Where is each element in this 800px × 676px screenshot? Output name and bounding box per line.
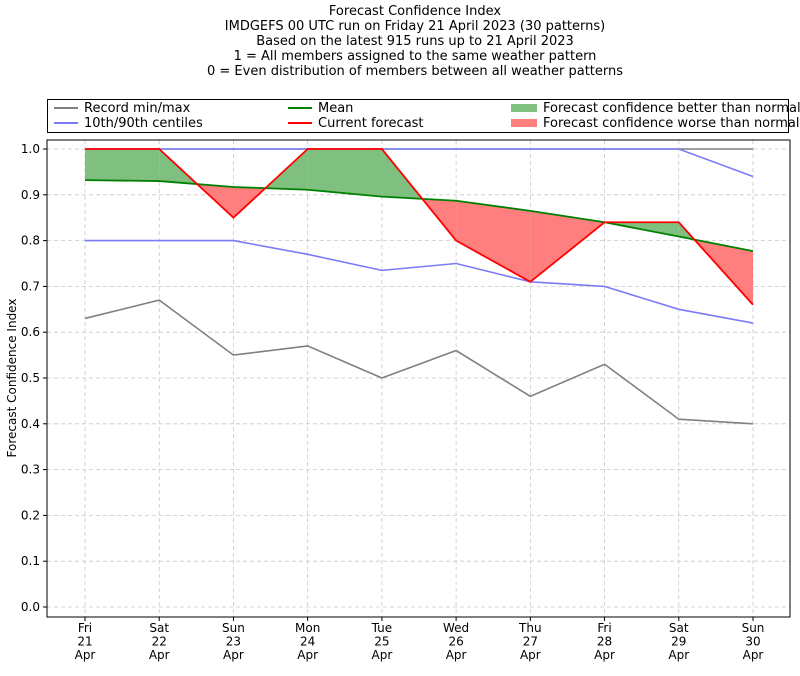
- fill-worse-than-normal: [530, 210, 605, 282]
- x-tick-label: Sat 29 Apr: [668, 621, 689, 662]
- legend-label-worse: Forecast confidence worse than normal: [543, 116, 800, 131]
- x-tick-label: Mon 24 Apr: [295, 621, 320, 662]
- legend-item-worse: Forecast confidence worse than normal: [511, 116, 800, 132]
- legend-label-centiles: 10th/90th centiles: [84, 116, 203, 131]
- subtitle-line-2: Based on the latest 915 runs up to 21 Ap…: [256, 34, 574, 49]
- legend-label-current: Current forecast: [318, 116, 424, 131]
- y-tick-label: 0.2: [21, 508, 40, 522]
- y-axis-label: Forecast Confidence Index: [5, 299, 19, 458]
- chart-titles: Forecast Confidence Index IMDGEFS 00 UTC…: [0, 4, 800, 79]
- chart-title: Forecast Confidence Index: [328, 4, 502, 19]
- series-lines: [84, 148, 754, 425]
- y-tick-label: 0.9: [21, 188, 40, 202]
- fill-better-than-normal: [307, 149, 382, 197]
- y-tick-label: 1.0: [21, 142, 40, 156]
- x-tick-label: Sun 30 Apr: [742, 621, 765, 662]
- legend-item-record: Record min/max: [54, 101, 190, 117]
- y-tick-label: 0.5: [21, 371, 40, 385]
- x-tick-label: Tue 25 Apr: [371, 621, 393, 662]
- y-tick-label: 0.3: [21, 463, 40, 477]
- x-tick-label: Thu 27 Apr: [518, 621, 542, 662]
- x-tick-label: Wed 26 Apr: [443, 621, 469, 662]
- legend-item-centiles: 10th/90th centiles: [54, 116, 203, 132]
- legend-item-current: Current forecast: [288, 116, 424, 132]
- series-line-record-min: [84, 299, 754, 425]
- legend-swatch-current: [288, 121, 312, 124]
- legend-swatch-worse: [511, 118, 537, 127]
- y-tick-label: 0.4: [21, 417, 40, 431]
- series-line-current: [85, 148, 754, 306]
- x-tick-label: Fri 28 Apr: [594, 621, 615, 662]
- x-tick-label: Sun 23 Apr: [222, 621, 245, 662]
- subtitle-line-1: IMDGEFS 00 UTC run on Friday 21 April 20…: [224, 19, 606, 34]
- legend-item-mean: Mean: [288, 101, 353, 117]
- legend-label-better: Forecast confidence better than normal: [543, 101, 800, 116]
- fill-better-than-normal: [85, 149, 160, 182]
- legend-swatch-mean: [288, 106, 312, 109]
- legend-swatch-record: [54, 106, 78, 109]
- y-tick-label: 0.0: [21, 600, 40, 614]
- x-tick-label: Fri 21 Apr: [75, 621, 96, 662]
- legend-label-record: Record min/max: [84, 101, 191, 116]
- y-tick-label: 0.6: [21, 325, 40, 339]
- series-line-p90: [85, 148, 754, 178]
- subtitle-line-3: 1 = All members assigned to the same wea…: [233, 49, 597, 64]
- y-tick-label: 0.7: [21, 279, 40, 293]
- legend-swatch-centiles: [54, 121, 78, 124]
- legend: Record min/max 10th/90th centiles Mean C…: [47, 99, 800, 133]
- grid: [47, 140, 790, 617]
- fill-worse-than-normal: [456, 200, 531, 282]
- legend-label-mean: Mean: [318, 101, 354, 116]
- axes: 0.0 0.1 0.2 0.3 0.4 0.5 0.6 0.7 0.8 0.9 1.0 Fri 21 Ap…: [21, 142, 765, 662]
- subtitle-line-4: 0 = Even distribution of members between…: [206, 64, 624, 79]
- y-tick-label: 0.1: [21, 554, 40, 568]
- x-tick-label: Sat 22 Apr: [149, 621, 170, 662]
- series-line-p10: [85, 239, 754, 324]
- y-tick-label: 0.8: [21, 234, 40, 248]
- legend-item-better: Forecast confidence better than normal: [511, 101, 800, 117]
- legend-swatch-better: [511, 103, 537, 112]
